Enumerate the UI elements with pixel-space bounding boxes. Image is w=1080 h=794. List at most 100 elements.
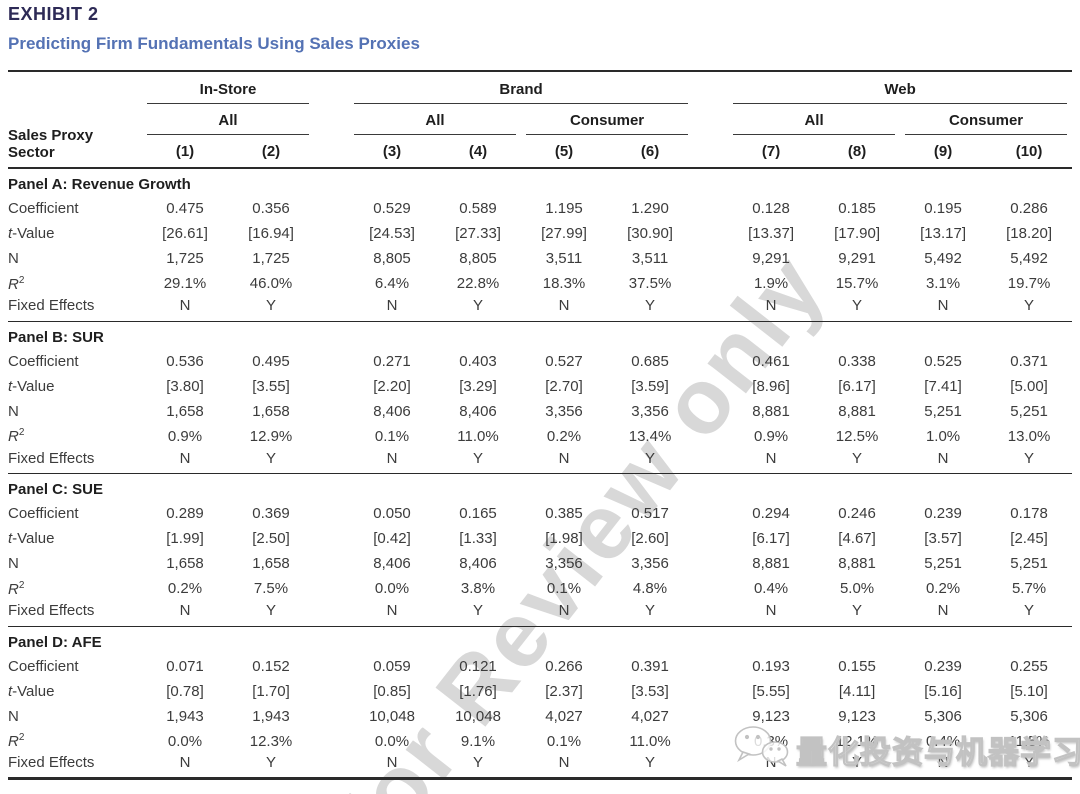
cell-value: 1.9% xyxy=(753,275,789,292)
cell-value: Y xyxy=(266,602,277,620)
cell-value: Y xyxy=(852,602,863,620)
cell-value: 0.461 xyxy=(752,352,790,370)
cell-value: 8,881 xyxy=(838,402,876,420)
cell-value: 5,492 xyxy=(1010,250,1048,267)
cell-value: Y xyxy=(852,754,863,772)
cell-value: [3.57] xyxy=(924,530,962,547)
cell-value: [4.67] xyxy=(838,530,876,547)
cell-value: 0.0% xyxy=(374,580,410,597)
cell-value: 15.7% xyxy=(835,275,879,292)
column-gap xyxy=(693,196,728,221)
table-row: Fixed Effects N Y N Y N Y N Y N Y xyxy=(8,754,1072,779)
cell-value: 18.3% xyxy=(542,275,586,292)
cell-value: N xyxy=(765,449,777,467)
cell-value: 0.529 xyxy=(373,200,411,217)
cell-value: Y xyxy=(473,449,484,467)
cell-value: 8,881 xyxy=(752,555,790,572)
cell-value: [3.80] xyxy=(166,377,204,395)
column-gap xyxy=(693,704,728,729)
cell-value: [13.17] xyxy=(920,225,966,242)
cell-value: 29.1% xyxy=(163,275,207,292)
cell-value: Y xyxy=(852,297,863,315)
cell-value: N xyxy=(179,602,191,620)
cell-value: N xyxy=(386,297,398,315)
cell-value: 8,881 xyxy=(838,555,876,572)
cell-value: 3.1% xyxy=(925,275,961,292)
column-gap xyxy=(693,424,728,449)
table-row: N 1,658 1,658 8,406 8,406 3,356 3,356 8,881 8,8… xyxy=(8,399,1072,424)
table-row: R2 29.1% 46.0% 6.4% 22.8% 18.3% 37.5% 1.9% 15.7… xyxy=(8,271,1072,296)
cell-value: Y xyxy=(473,754,484,772)
cell-value: 12.1% xyxy=(835,732,879,750)
cell-value: 0.128 xyxy=(752,200,790,217)
column-gap xyxy=(314,679,349,704)
cell-value: [5.00] xyxy=(1010,377,1048,395)
cell-value: 5.0% xyxy=(839,580,875,597)
column-gap xyxy=(314,449,349,474)
column-header: (8) xyxy=(847,143,867,160)
results-table: Sales Proxy Sector In-Store Brand Web xyxy=(8,70,1073,780)
column-header: (9) xyxy=(933,143,953,160)
table-row: R2 0.2% 7.5% 0.0% 3.8% 0.1% 4.8% 0.4% 5.0% 0.2% 5… xyxy=(8,576,1072,601)
cell-value: 0.1% xyxy=(374,427,410,445)
cell-value: N xyxy=(179,449,191,467)
cell-value: [16.94] xyxy=(248,225,294,242)
cell-value: 7.5% xyxy=(253,580,289,597)
cell-value: [0.78] xyxy=(166,682,204,700)
cell-value: 0.403 xyxy=(459,352,497,370)
table-row: Coefficient 0.071 0.152 0.059 0.121 0.266 0.3… xyxy=(8,654,1072,679)
column-gap xyxy=(693,374,728,399)
cell-value: 6.4% xyxy=(374,275,410,292)
subgroup-header-row: All All Consumer All Consumer xyxy=(8,104,1072,135)
cell-value: 0.2% xyxy=(925,580,961,597)
cell-value: N xyxy=(386,754,398,772)
column-gap xyxy=(693,729,728,754)
column-gap xyxy=(314,196,349,221)
table-row: Coefficient 0.536 0.495 0.271 0.403 0.527 0.6… xyxy=(8,349,1072,374)
table-row: Fixed Effects N Y N Y N Y N Y N Y xyxy=(8,449,1072,474)
cell-value: [2.20] xyxy=(373,377,411,395)
cell-value: N xyxy=(179,297,191,315)
table-row: t-Value [0.78] [1.70] [0.85] [1.76] [2.37] [3… xyxy=(8,679,1072,704)
column-gap xyxy=(314,576,349,601)
cell-value: 11.5% xyxy=(1008,732,1050,750)
cell-value: 0.9% xyxy=(167,427,203,445)
cell-value: 0.2% xyxy=(546,427,582,445)
cell-value: N xyxy=(558,602,570,620)
cell-value: [26.61] xyxy=(162,225,208,242)
cell-value: 5,306 xyxy=(924,707,962,725)
column-gap xyxy=(314,135,349,168)
column-gap xyxy=(693,135,728,168)
cell-value: [18.20] xyxy=(1006,225,1052,242)
column-gap xyxy=(693,449,728,474)
cell-value: [27.99] xyxy=(541,225,587,242)
cell-value: N xyxy=(558,297,570,315)
row-label: t-Value xyxy=(8,530,55,547)
row-label: Fixed Effects xyxy=(8,754,95,772)
row-label: R2 xyxy=(8,579,25,598)
cell-value: 0.289 xyxy=(166,505,204,522)
cell-value: Y xyxy=(1024,449,1035,467)
cell-value: N xyxy=(765,297,777,315)
cell-value: 8,406 xyxy=(459,555,497,572)
cell-value: Y xyxy=(1024,602,1035,620)
cell-value: 8,406 xyxy=(459,402,497,420)
cell-value: 12.9% xyxy=(249,427,293,445)
cell-value: 0.385 xyxy=(545,505,583,522)
cell-value: 0.195 xyxy=(924,200,962,217)
table-row: N 1,658 1,658 8,406 8,406 3,356 3,356 8,881 8,8… xyxy=(8,551,1072,576)
column-gap xyxy=(693,399,728,424)
cell-value: 1,943 xyxy=(252,707,290,725)
cell-value: 22.8% xyxy=(456,275,500,292)
cell-value: 9,291 xyxy=(752,250,790,267)
cell-value: 3,511 xyxy=(631,250,669,267)
cell-value: N xyxy=(937,602,949,620)
table-row: t-Value [1.99] [2.50] [0.42] [1.33] [1.98] [2… xyxy=(8,526,1072,551)
cell-value: 8,805 xyxy=(459,250,497,267)
panel-header: Panel A: Revenue Growth xyxy=(8,176,191,193)
cell-value: 0.071 xyxy=(166,657,204,675)
cell-value: [0.85] xyxy=(373,682,411,700)
column-gap xyxy=(693,246,728,271)
row-label: t-Value xyxy=(8,225,55,242)
